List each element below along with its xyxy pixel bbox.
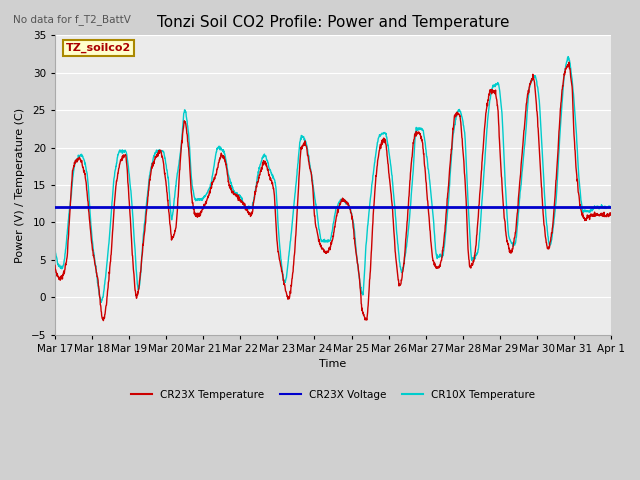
X-axis label: Time: Time	[319, 359, 347, 369]
Title: Tonzi Soil CO2 Profile: Power and Temperature: Tonzi Soil CO2 Profile: Power and Temper…	[157, 15, 509, 30]
Legend: CR23X Temperature, CR23X Voltage, CR10X Temperature: CR23X Temperature, CR23X Voltage, CR10X …	[127, 386, 540, 404]
Text: No data for f_T2_BattV: No data for f_T2_BattV	[13, 14, 131, 25]
Text: TZ_soilco2: TZ_soilco2	[66, 43, 131, 53]
Y-axis label: Power (V) / Temperature (C): Power (V) / Temperature (C)	[15, 108, 25, 263]
